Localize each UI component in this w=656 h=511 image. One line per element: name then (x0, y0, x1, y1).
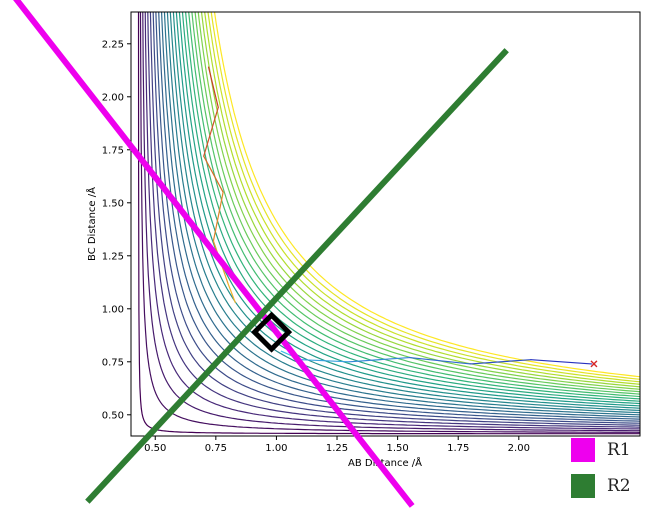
legend-item-r2: R2 (571, 474, 631, 498)
transition-state-diamond (251, 311, 293, 353)
x-tick-label: 0.75 (205, 443, 227, 454)
y-tick-label: 2.25 (102, 39, 124, 50)
contour-line (207, 12, 640, 383)
trajectory-bc-segment (409, 356, 471, 365)
y-axis-label: BC Distance /Å (85, 187, 98, 261)
contour-line (200, 12, 640, 388)
contour-line (149, 12, 640, 426)
x-tick-label: 0.50 (144, 443, 166, 454)
contour-line (175, 12, 640, 407)
legend-swatch-r2 (571, 474, 595, 498)
legend-label-r2: R2 (607, 476, 631, 496)
overlay-line-r2 (85, 48, 509, 504)
y-axis: 0.50 0.75 1.00 1.25 1.50 1.75 2.00 2.25 (102, 39, 131, 421)
contour-line (197, 12, 640, 390)
x-tick-label: 2.00 (508, 443, 530, 454)
x-tick-label: 1.75 (447, 443, 469, 454)
trajectory-bc-segment (348, 356, 411, 363)
contour-line (213, 12, 640, 378)
contour-line (142, 12, 640, 432)
contour-line (194, 12, 640, 393)
legend-swatch-r1 (571, 438, 595, 462)
contour-line (188, 12, 640, 398)
contour-line (166, 12, 640, 414)
contour-line (155, 12, 640, 422)
contour-line (185, 12, 640, 400)
trajectory-ab-segment (207, 66, 219, 109)
contour-line (137, 12, 640, 435)
y-tick-label: 0.50 (102, 410, 124, 421)
contour-line (144, 12, 640, 430)
y-tick-label: 1.00 (102, 304, 124, 315)
contour-line (169, 12, 640, 412)
contour-line (178, 12, 640, 405)
contour-line (147, 12, 640, 428)
overlay-lines (13, 0, 509, 508)
contour-line (163, 12, 640, 416)
contour-line (160, 12, 640, 418)
trajectory-ab-segment (203, 106, 219, 157)
contour-line (204, 12, 640, 385)
plot-frame (130, 11, 641, 437)
trajectory-ab-segment (227, 282, 236, 304)
contour-line (181, 12, 640, 402)
markers (251, 311, 598, 368)
x-tick-label: 1.00 (265, 443, 287, 454)
y-tick-label: 2.00 (102, 92, 124, 103)
legend-item-r1: R1 (571, 438, 631, 462)
y-tick-label: 1.25 (102, 251, 124, 262)
x-tick-label: 1.25 (326, 443, 348, 454)
end-marker-stroke (590, 360, 598, 368)
contour-line (172, 12, 640, 409)
contour-line (191, 12, 640, 395)
contour-line (152, 12, 640, 424)
contour-lines (137, 12, 640, 435)
y-tick-label: 1.75 (102, 145, 124, 156)
contour-line (210, 12, 640, 380)
overlay-line-r1 (13, 0, 415, 508)
trajectory-bc-segment (469, 359, 532, 365)
y-tick-label: 0.75 (102, 357, 124, 368)
legend-label-r1: R1 (607, 440, 631, 460)
trajectory-bc-segment (530, 359, 593, 365)
x-axis: 0.50 0.75 1.00 1.25 1.50 1.75 2.00 (144, 436, 530, 454)
trajectory-bc-segment (300, 359, 350, 363)
trajectory-ab-segment (203, 155, 224, 193)
trajectory-ab-segment (212, 191, 224, 242)
x-axis-label: AB Distance /Å (348, 456, 422, 469)
y-tick-label: 1.50 (102, 198, 124, 209)
x-tick-label: 1.50 (386, 443, 408, 454)
